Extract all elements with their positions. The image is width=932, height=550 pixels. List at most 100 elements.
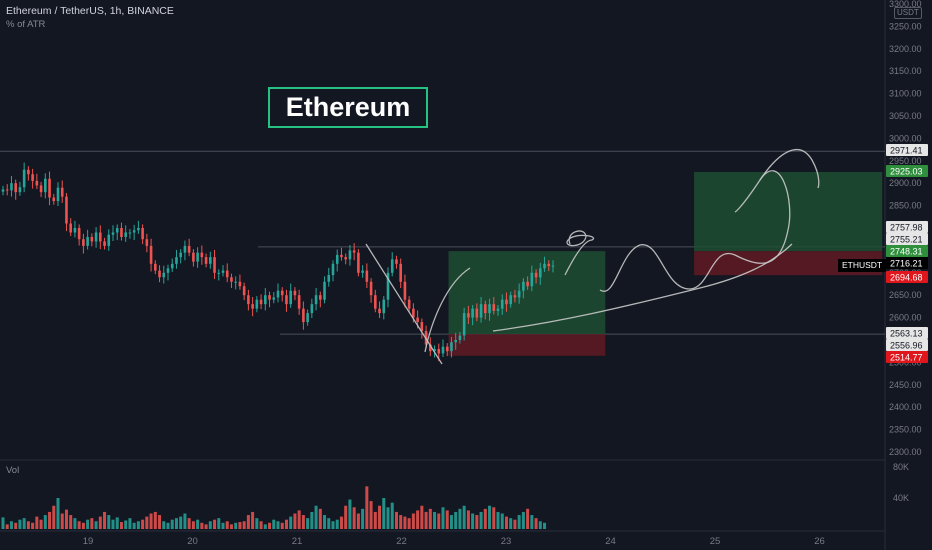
volume-bar bbox=[420, 505, 424, 529]
volume-bar bbox=[488, 505, 492, 529]
candle-body bbox=[534, 272, 538, 278]
volume-bar bbox=[276, 521, 280, 529]
time-tick-label: 24 bbox=[605, 536, 616, 547]
volume-bar bbox=[187, 518, 191, 529]
candle-body bbox=[82, 239, 85, 246]
time-tick-label: 19 bbox=[83, 536, 94, 547]
candle-body bbox=[505, 299, 508, 305]
candle-body bbox=[399, 263, 402, 282]
candle-body bbox=[35, 180, 39, 186]
candle-body bbox=[323, 281, 326, 300]
volume-bar bbox=[145, 516, 149, 529]
candle-body bbox=[293, 290, 297, 296]
volume-bar bbox=[339, 516, 343, 529]
price-tick-label: 3150.00 bbox=[889, 66, 922, 76]
candle-body bbox=[344, 257, 347, 260]
volume-bar bbox=[348, 499, 352, 529]
volume-bar bbox=[344, 505, 348, 529]
volume-bar bbox=[483, 508, 487, 529]
candle-body bbox=[369, 281, 373, 296]
candle-body bbox=[77, 228, 81, 240]
volume-bar bbox=[107, 515, 111, 529]
candle-body bbox=[285, 295, 288, 305]
candle-body bbox=[386, 272, 390, 300]
volume-bar bbox=[77, 521, 81, 529]
candle-body bbox=[276, 290, 280, 298]
candle-body bbox=[14, 183, 17, 193]
candle-body bbox=[530, 272, 534, 287]
volume-bar bbox=[378, 505, 382, 529]
candle-body bbox=[107, 234, 111, 246]
candle-body bbox=[99, 232, 102, 242]
candle-body bbox=[302, 308, 305, 323]
ethereum-title-annotation[interactable]: Ethereum bbox=[268, 87, 428, 128]
candle-body bbox=[352, 250, 356, 253]
volume-bar bbox=[191, 521, 195, 529]
volume-bar bbox=[153, 511, 157, 529]
candle-body bbox=[445, 346, 449, 352]
volume-bar bbox=[166, 522, 170, 529]
candle-body bbox=[52, 197, 56, 202]
candle-body bbox=[382, 299, 386, 314]
candle-body bbox=[407, 299, 411, 309]
volume-bar bbox=[238, 522, 242, 529]
currency-badge[interactable]: USDT bbox=[894, 7, 922, 19]
candle-body bbox=[340, 254, 343, 258]
volume-bar bbox=[293, 513, 297, 529]
candle-body bbox=[179, 252, 182, 258]
candle-body bbox=[56, 187, 60, 202]
volume-tick-label: 80K bbox=[893, 462, 909, 472]
candle-body bbox=[175, 257, 178, 264]
candle-body bbox=[170, 263, 174, 269]
price-axis-label: 2971.41 bbox=[890, 146, 923, 156]
candle-body bbox=[18, 187, 22, 193]
time-tick-label: 23 bbox=[501, 536, 512, 547]
candle-body bbox=[115, 228, 119, 233]
candle-body bbox=[86, 236, 89, 246]
volume-bar bbox=[208, 521, 212, 529]
candle-body bbox=[454, 340, 457, 343]
candle-body bbox=[327, 275, 331, 282]
candle-body bbox=[44, 178, 47, 193]
candle-body bbox=[213, 257, 216, 273]
volume-bar bbox=[530, 515, 534, 529]
freehand-drawing bbox=[424, 267, 471, 353]
volume-bar bbox=[183, 513, 187, 529]
price-axis-label-bg bbox=[886, 144, 928, 156]
volume-bar bbox=[268, 522, 272, 529]
price-tick-label: 2850.00 bbox=[889, 201, 922, 211]
candle-body bbox=[247, 295, 250, 305]
volume-bar bbox=[437, 513, 441, 529]
candle-body bbox=[162, 272, 166, 278]
volume-bar bbox=[128, 518, 132, 529]
candle-body bbox=[48, 178, 51, 198]
ticker-label: ETHUSDT bbox=[838, 259, 887, 272]
volume-bar bbox=[259, 521, 263, 529]
candle-body bbox=[441, 346, 445, 354]
volume-bar bbox=[521, 511, 525, 529]
price-tick-label: 3100.00 bbox=[889, 89, 922, 99]
volume-bar bbox=[64, 509, 68, 529]
volume-bar bbox=[356, 513, 360, 529]
candle-body bbox=[141, 228, 144, 240]
candle-body bbox=[551, 265, 555, 267]
volume-bar bbox=[466, 510, 470, 529]
candle-body bbox=[209, 257, 212, 264]
volume-bar bbox=[365, 486, 369, 529]
volume-bar bbox=[306, 518, 310, 529]
candle-body bbox=[154, 263, 157, 271]
candle-body bbox=[10, 183, 13, 191]
candle-body bbox=[137, 228, 140, 231]
price-axis-label-bg bbox=[886, 221, 928, 233]
candle-body bbox=[272, 297, 276, 300]
volume-bar bbox=[407, 518, 411, 529]
candle-body bbox=[471, 308, 474, 318]
volume-bar bbox=[234, 522, 238, 529]
volume-tick-label: 40K bbox=[893, 493, 909, 503]
volume-bar bbox=[52, 505, 56, 529]
price-tick-label: 2950.00 bbox=[889, 156, 922, 166]
candle-body bbox=[268, 295, 271, 300]
volume-bar bbox=[471, 513, 475, 529]
price-tick-label: 2600.00 bbox=[889, 313, 922, 323]
